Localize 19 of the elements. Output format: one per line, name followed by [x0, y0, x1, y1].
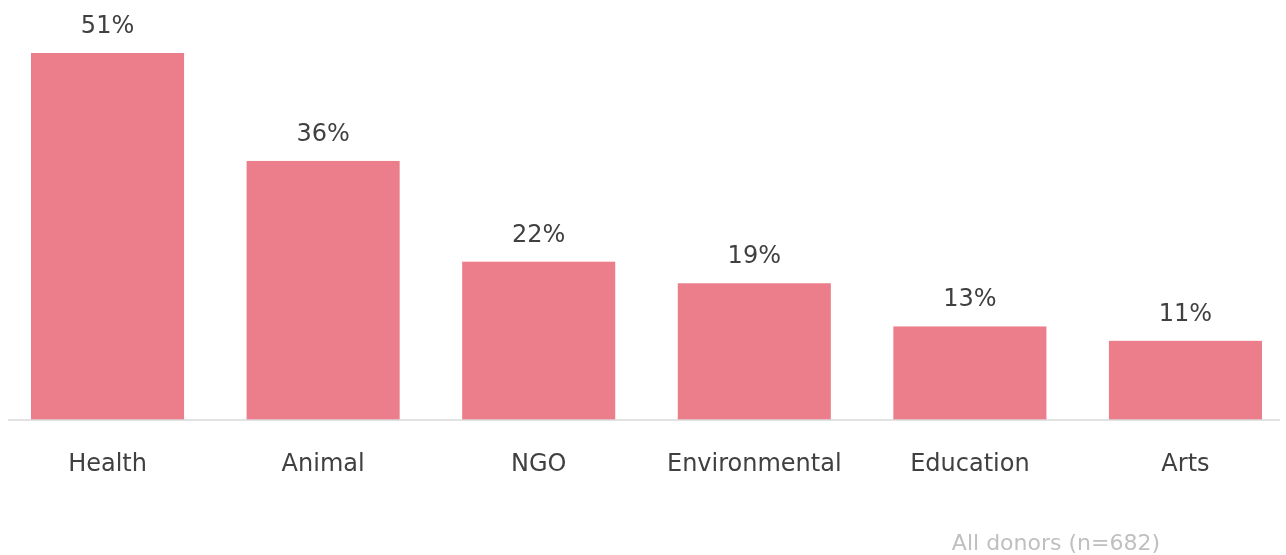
- bar: [893, 326, 1047, 420]
- bar: [31, 53, 185, 420]
- text: All donors (n=682): [951, 530, 1160, 555]
- data-label: 51%: [80, 11, 135, 39]
- bar: [1108, 340, 1262, 420]
- data-label: 11%: [1158, 298, 1213, 327]
- bar: [462, 261, 616, 420]
- x-tick-label: Education: [910, 449, 1030, 477]
- data-label: 13%: [943, 284, 997, 313]
- x-tick-label: NGO: [510, 449, 567, 477]
- x-tick-label: Arts: [1161, 449, 1210, 477]
- data-label: 19%: [727, 241, 781, 270]
- data-label: 36%: [296, 118, 350, 147]
- x-tick-label: Environmental: [666, 449, 842, 477]
- data-label: 22%: [512, 219, 566, 248]
- x-tick-label: Animal: [281, 449, 365, 477]
- bar: [677, 283, 831, 420]
- x-tick-label: Health: [68, 449, 147, 477]
- bar: [246, 160, 400, 420]
